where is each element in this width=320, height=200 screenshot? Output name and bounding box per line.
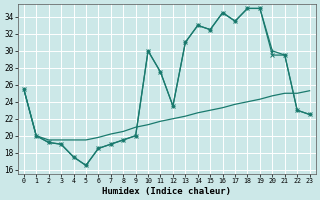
X-axis label: Humidex (Indice chaleur): Humidex (Indice chaleur)	[102, 187, 231, 196]
